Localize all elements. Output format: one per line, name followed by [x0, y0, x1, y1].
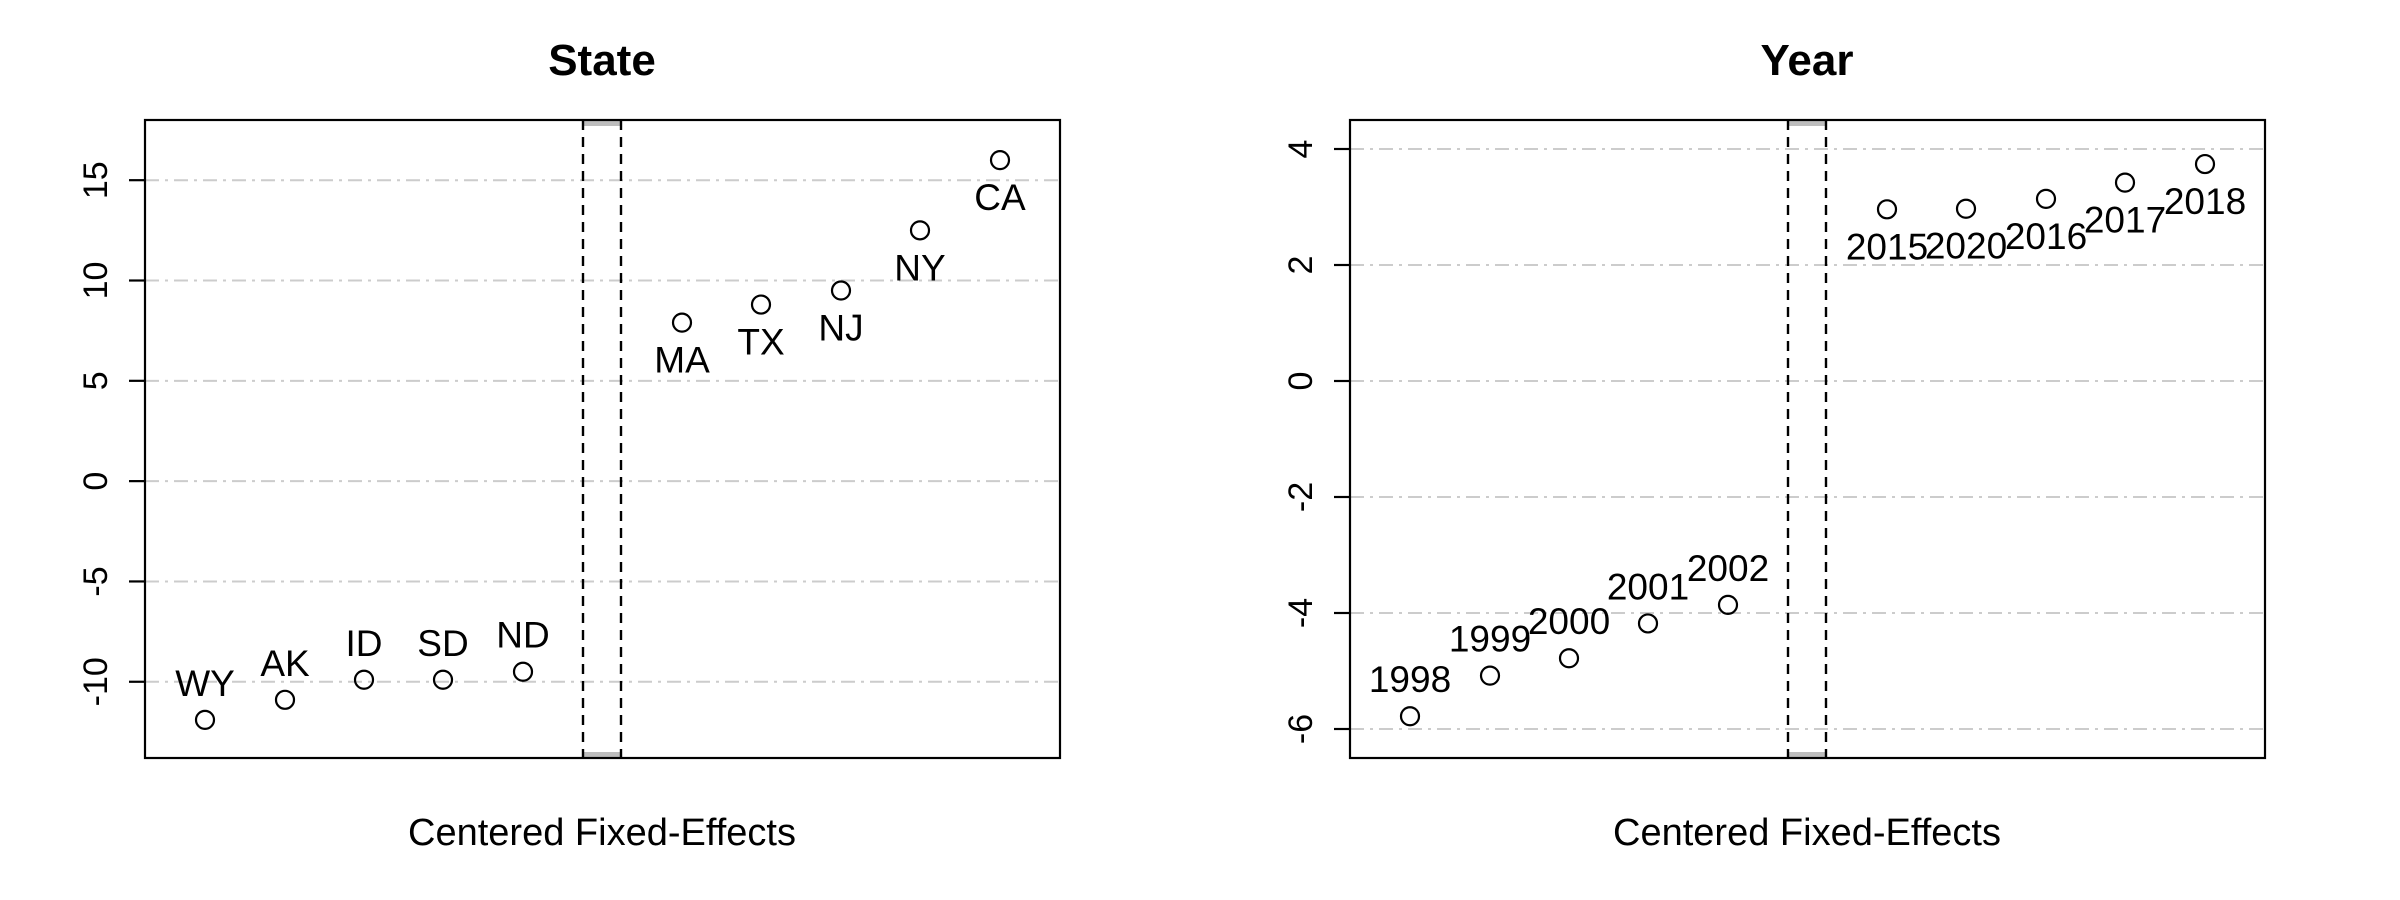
data-point [512, 661, 534, 682]
data-point [1399, 706, 1421, 727]
separator-band-top [583, 120, 621, 126]
y-tick-label: -2 [1282, 482, 1320, 512]
point-label: 1998 [1369, 659, 1451, 700]
y-tick-label: 5 [77, 371, 115, 390]
data-point [2194, 153, 2216, 175]
data-point [1876, 199, 1898, 220]
y-tick-label: -5 [77, 566, 115, 596]
y-tick-label: 0 [77, 472, 115, 491]
y-tick-label: -10 [77, 657, 115, 706]
data-point [2114, 172, 2136, 193]
separator-band-bottom [1788, 752, 1826, 758]
data-point [671, 312, 693, 333]
y-tick-label: 4 [1282, 140, 1320, 159]
data-point [1955, 198, 1977, 219]
data-point [989, 150, 1011, 171]
data-point [1637, 613, 1659, 634]
point-label: ID [346, 623, 383, 664]
point-label: 2020 [1925, 226, 2007, 267]
separator-band-top [1788, 120, 1826, 126]
data-point [353, 669, 375, 690]
point-label: 2001 [1607, 566, 1689, 607]
point-label: SD [417, 623, 468, 664]
data-point [274, 689, 296, 710]
data-point [1558, 648, 1580, 669]
plot-frame [1348, 118, 2267, 760]
point-label: MA [654, 340, 710, 381]
point-label: 2002 [1687, 548, 1769, 589]
y-tick-label: 0 [1282, 372, 1320, 391]
point-label: 2016 [2005, 216, 2087, 257]
point-label: 2000 [1528, 601, 1610, 642]
year-panel: -6 -4 -2 0 2 4 Year Centered Fixed-Effects 19981… [1282, 36, 2267, 854]
data-point [432, 669, 454, 690]
data-point [830, 280, 852, 301]
data-point [194, 709, 216, 730]
data-point [909, 220, 931, 241]
point-label: TX [737, 322, 784, 363]
point-label: AK [260, 643, 310, 684]
separator-band-bottom [583, 752, 621, 758]
point-label: NJ [818, 308, 863, 349]
point-label: CA [974, 177, 1026, 218]
data-point [2035, 188, 2057, 209]
point-label: ND [496, 615, 549, 656]
y-tick-label: -6 [1282, 714, 1320, 744]
y-tick-label: 15 [77, 161, 115, 199]
data-point [1717, 594, 1739, 615]
plot-frame [143, 118, 1062, 760]
y-tick-label: 2 [1282, 256, 1320, 275]
data-point [1479, 665, 1501, 686]
point-label: 2018 [2164, 181, 2246, 222]
y-tick-label: -4 [1282, 598, 1320, 628]
point-label: 2015 [1846, 226, 1928, 267]
panel-title: Year [1761, 36, 1854, 85]
y-tick-label: 10 [77, 262, 115, 300]
point-label: 2017 [2084, 200, 2166, 241]
panel-title: State [548, 36, 656, 85]
state-panel: -10 -5 0 5 10 15 State Centered Fixed-Effects WY… [77, 36, 1062, 854]
data-point [750, 294, 772, 315]
x-axis-label: Centered Fixed-Effects [1613, 812, 2001, 854]
point-label: NY [894, 247, 945, 288]
x-axis-label: Centered Fixed-Effects [408, 812, 796, 854]
point-label: WY [175, 663, 235, 704]
point-label: 1999 [1449, 619, 1531, 660]
